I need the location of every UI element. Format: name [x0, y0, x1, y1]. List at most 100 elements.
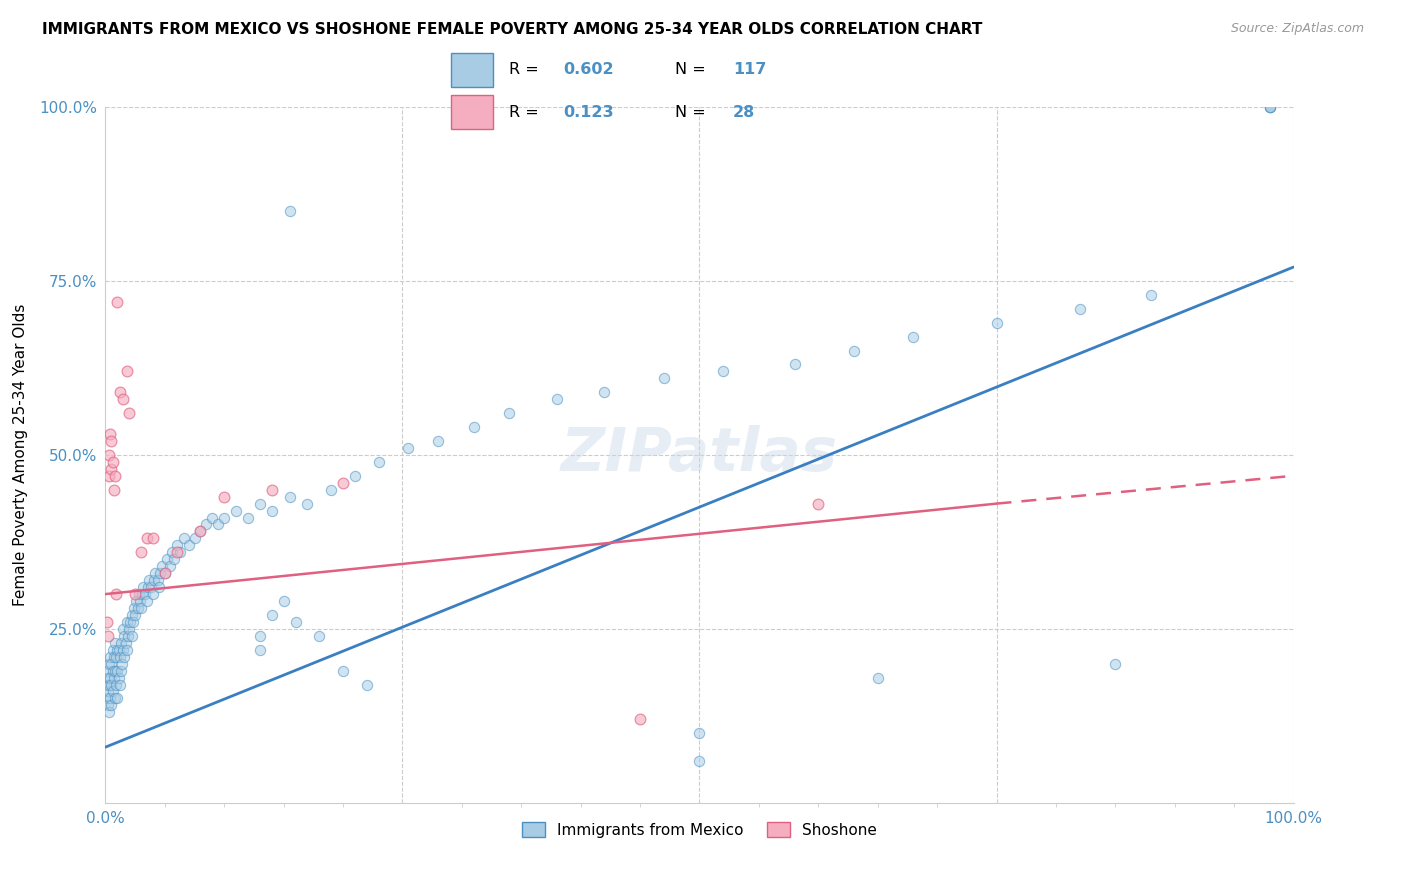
Point — [118, 406, 141, 420]
Point — [356, 677, 378, 691]
Point — [152, 559, 174, 574]
Point — [103, 671, 125, 685]
Point — [96, 615, 118, 629]
Point — [249, 642, 271, 657]
Point — [120, 615, 142, 629]
Point — [104, 636, 127, 650]
Point — [115, 642, 138, 657]
Point — [159, 559, 181, 574]
Point — [166, 538, 188, 552]
Point — [332, 664, 354, 678]
Text: 0.123: 0.123 — [564, 104, 614, 120]
Point — [153, 566, 176, 581]
Point — [105, 677, 128, 691]
Point — [166, 545, 188, 559]
Text: ZIPatlas: ZIPatlas — [561, 425, 838, 484]
Point — [136, 580, 159, 594]
Point — [593, 385, 616, 400]
FancyBboxPatch shape — [451, 95, 492, 129]
Point — [367, 455, 389, 469]
Point — [332, 475, 354, 490]
Point — [136, 532, 159, 546]
Point — [97, 671, 120, 685]
Point — [148, 580, 170, 594]
Point — [1258, 100, 1281, 114]
Point — [97, 684, 120, 698]
Point — [100, 657, 122, 671]
Point — [396, 441, 419, 455]
Point — [190, 524, 212, 539]
Point — [112, 392, 135, 407]
Text: 0.602: 0.602 — [564, 62, 614, 78]
Point — [132, 580, 155, 594]
Point — [183, 532, 205, 546]
Point — [628, 712, 651, 726]
Point — [111, 657, 134, 671]
Point — [1258, 100, 1281, 114]
Point — [105, 691, 128, 706]
Point — [127, 601, 149, 615]
Point — [105, 664, 128, 678]
Point — [112, 642, 135, 657]
Point — [124, 587, 146, 601]
Point — [1258, 100, 1281, 114]
Point — [807, 497, 830, 511]
Point — [101, 684, 124, 698]
Point — [260, 483, 283, 497]
Point — [134, 587, 156, 601]
Point — [214, 490, 236, 504]
Text: R =: R = — [509, 62, 544, 78]
Point — [308, 629, 330, 643]
Point — [273, 594, 295, 608]
Point — [97, 698, 120, 713]
Point — [118, 622, 141, 636]
Point — [98, 671, 121, 685]
Point — [546, 392, 568, 407]
Point — [143, 566, 166, 581]
Text: R =: R = — [509, 104, 544, 120]
Text: 117: 117 — [734, 62, 766, 78]
Point — [689, 754, 711, 768]
Point — [986, 316, 1008, 330]
Point — [138, 573, 160, 587]
Point — [177, 538, 200, 552]
Point — [1069, 301, 1091, 316]
Point — [107, 671, 129, 685]
Point — [125, 594, 148, 608]
Point — [1104, 657, 1126, 671]
Point — [173, 532, 195, 546]
Point — [195, 517, 218, 532]
Point — [783, 358, 806, 372]
Point — [129, 601, 152, 615]
Point — [1258, 100, 1281, 114]
Point — [260, 503, 283, 517]
Point — [427, 434, 450, 448]
Point — [122, 601, 145, 615]
Point — [105, 294, 128, 309]
Point — [108, 649, 131, 664]
Point — [100, 462, 122, 476]
Point — [124, 607, 146, 622]
Point — [463, 420, 485, 434]
Point — [160, 545, 183, 559]
Point — [98, 691, 121, 706]
Point — [142, 587, 165, 601]
Point — [105, 642, 128, 657]
Text: 28: 28 — [734, 104, 755, 120]
Text: N =: N = — [675, 62, 711, 78]
Point — [98, 448, 121, 462]
Point — [689, 726, 711, 740]
Point — [249, 497, 271, 511]
Point — [121, 615, 143, 629]
Point — [108, 677, 131, 691]
Point — [114, 629, 136, 643]
Point — [110, 664, 132, 678]
Point — [711, 364, 734, 378]
Point — [842, 343, 865, 358]
Point — [107, 642, 129, 657]
Point — [169, 545, 191, 559]
Text: Source: ZipAtlas.com: Source: ZipAtlas.com — [1230, 22, 1364, 36]
Point — [100, 698, 122, 713]
Point — [866, 671, 889, 685]
Point — [284, 615, 307, 629]
